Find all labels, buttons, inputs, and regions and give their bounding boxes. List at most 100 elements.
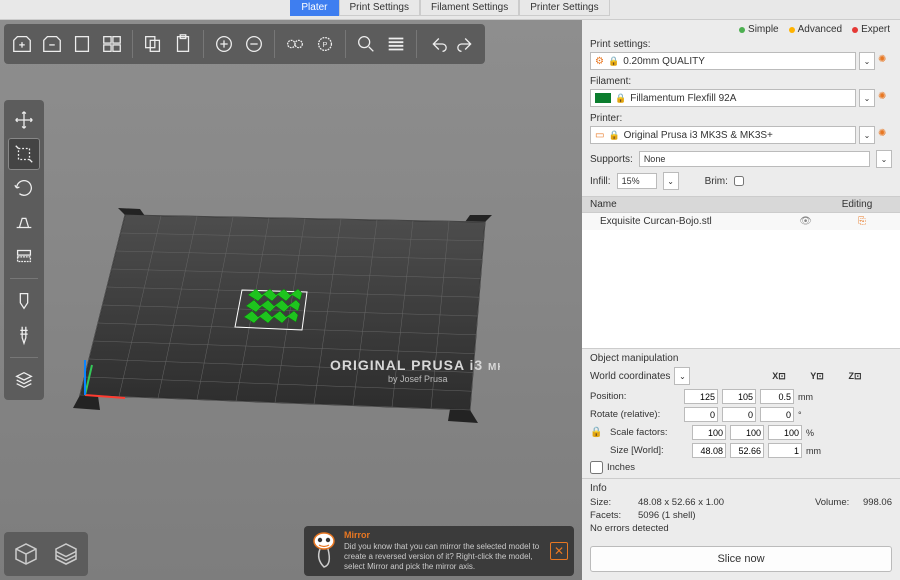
brim-label: Brim: — [705, 176, 728, 187]
lock-icon: 🔒 — [608, 130, 619, 141]
printer-combo[interactable]: ▭ 🔒 Original Prusa i3 MK3S & MK3S+ — [590, 126, 856, 144]
brim-checkbox[interactable] — [734, 176, 744, 186]
coord-system-combo[interactable]: World coordinates — [590, 371, 670, 382]
top-toolbar: P — [4, 24, 485, 64]
coord-system-dropdown[interactable]: ⌄ — [674, 367, 690, 385]
copy-button[interactable] — [139, 28, 167, 60]
edit-object-button[interactable]: ⎘ — [832, 216, 892, 227]
filament-combo[interactable]: 🔒 Fillamentum Flexfill 92A — [590, 89, 856, 107]
filament-label: Filament: — [590, 76, 892, 87]
place-on-face-tool[interactable] — [8, 206, 40, 238]
supports-label: Supports: — [590, 154, 633, 165]
scale-y-input[interactable] — [730, 425, 764, 440]
main-tabs: Plater Print Settings Filament Settings … — [0, 0, 900, 20]
tab-print-settings[interactable]: Print Settings — [339, 0, 420, 16]
visibility-toggle[interactable]: 👁 — [799, 216, 812, 227]
bed-brand: ORIGINAL PRUSA i3 MK3 — [330, 357, 500, 373]
axis-z-label: Z⊡ — [838, 371, 872, 382]
filament-dropdown[interactable]: ⌄ — [859, 89, 875, 107]
info-panel: Info Size:48.08 x 52.66 x 1.00 Volume:99… — [582, 478, 900, 540]
paint-supports-tool[interactable] — [8, 285, 40, 317]
view-mode-toolbar — [4, 532, 88, 576]
cut-tool[interactable] — [8, 240, 40, 272]
tip-close-button[interactable]: ✕ — [550, 542, 568, 560]
size-z-input[interactable] — [768, 443, 802, 458]
tab-filament-settings[interactable]: Filament Settings — [420, 0, 519, 16]
scale-tool[interactable] — [8, 138, 40, 170]
infill-label: Infill: — [590, 176, 611, 187]
filament-swatch — [595, 93, 611, 103]
view-layers-button[interactable] — [48, 536, 84, 572]
split-objects-button[interactable] — [281, 28, 309, 60]
printer-gear[interactable]: ✺ — [878, 128, 892, 142]
printer-icon: ▭ — [595, 130, 604, 141]
printer-label: Printer: — [590, 113, 892, 124]
supports-combo[interactable]: None — [639, 151, 870, 167]
mode-tabs: Simple Advanced Expert — [582, 20, 900, 37]
supports-dropdown[interactable]: ⌄ — [876, 150, 892, 168]
axis-x-label: X⊡ — [762, 371, 796, 382]
printer-dropdown[interactable]: ⌄ — [859, 126, 875, 144]
print-settings-label: Print settings: — [590, 39, 892, 50]
mode-simple[interactable]: Simple — [739, 24, 779, 35]
lock-icon: 🔒 — [615, 93, 626, 104]
remove-button[interactable] — [38, 28, 66, 60]
rotate-y-input[interactable] — [722, 407, 756, 422]
instance-add-button[interactable] — [210, 28, 238, 60]
axis-y-label: Y⊡ — [800, 371, 834, 382]
lock-icon: 🔒 — [608, 56, 619, 67]
mode-expert[interactable]: Expert — [852, 24, 890, 35]
lock-scale-icon[interactable]: 🔒 — [590, 427, 602, 438]
print-settings-combo[interactable]: ⚙ 🔒 0.20mm QUALITY — [590, 52, 856, 70]
scale-x-input[interactable] — [692, 425, 726, 440]
position-y-input[interactable] — [722, 389, 756, 404]
rotate-z-input[interactable] — [760, 407, 794, 422]
cog-icon: ⚙ — [595, 56, 604, 67]
side-toolbar — [4, 100, 44, 400]
filament-gear[interactable]: ✺ — [878, 91, 892, 105]
view-solid-button[interactable] — [8, 536, 44, 572]
tip-popup: Mirror Did you know that you can mirror … — [304, 526, 574, 576]
undo-button[interactable] — [423, 28, 451, 60]
infill-combo[interactable]: 15% — [617, 173, 657, 189]
object-list-empty — [582, 230, 900, 348]
delete-all-button[interactable] — [68, 28, 96, 60]
move-tool[interactable] — [8, 104, 40, 136]
tab-printer-settings[interactable]: Printer Settings — [519, 0, 609, 16]
bed-byline: by Josef Prusa — [388, 374, 448, 384]
right-panel: Simple Advanced Expert Print settings: ⚙… — [582, 20, 900, 580]
viewport[interactable]: P — [0, 20, 582, 580]
paste-button[interactable] — [169, 28, 197, 60]
add-button[interactable] — [8, 28, 36, 60]
rotate-x-input[interactable] — [684, 407, 718, 422]
print-settings-dropdown[interactable]: ⌄ — [859, 52, 875, 70]
position-z-input[interactable] — [760, 389, 794, 404]
object-list-row[interactable]: Exquisite Curcan-Bojo.stl 👁 ⎘ — [582, 213, 900, 230]
infill-dropdown[interactable]: ⌄ — [663, 172, 679, 190]
arrange-button[interactable] — [98, 28, 126, 60]
seam-paint-tool[interactable] — [8, 319, 40, 351]
tip-title: Mirror — [344, 530, 544, 541]
slice-now-button[interactable]: Slice now — [590, 546, 892, 572]
size-y-input[interactable] — [730, 443, 764, 458]
object-list-header: Name Editing — [582, 196, 900, 213]
position-x-input[interactable] — [684, 389, 718, 404]
print-settings-gear[interactable]: ✺ — [878, 54, 892, 68]
variable-layer-tool[interactable] — [8, 364, 40, 396]
redo-button[interactable] — [453, 28, 481, 60]
object-name: Exquisite Curcan-Bojo.stl — [590, 216, 799, 227]
search-button[interactable] — [352, 28, 380, 60]
split-parts-button[interactable]: P — [311, 28, 339, 60]
mode-advanced[interactable]: Advanced — [789, 24, 842, 35]
inches-checkbox[interactable] — [590, 461, 603, 474]
svg-text:P: P — [323, 40, 328, 49]
size-x-input[interactable] — [692, 443, 726, 458]
tab-plater[interactable]: Plater — [290, 0, 338, 16]
layers-button[interactable] — [382, 28, 410, 60]
instance-remove-button[interactable] — [240, 28, 268, 60]
object-manipulation: Object manipulation World coordinates ⌄ … — [582, 348, 900, 478]
tip-body: Did you know that you can mirror the sel… — [344, 542, 539, 571]
rotate-tool[interactable] — [8, 172, 40, 204]
scale-z-input[interactable] — [768, 425, 802, 440]
print-bed: ORIGINAL PRUSA i3 MK3 by Josef Prusa — [70, 200, 500, 440]
